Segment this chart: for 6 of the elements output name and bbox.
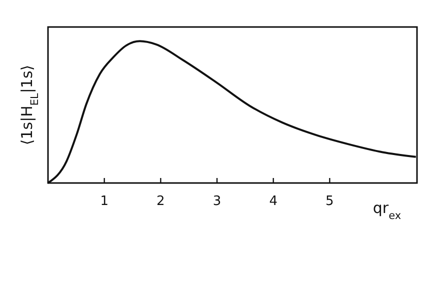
x-tick-label: 4 bbox=[269, 194, 278, 209]
x-tick-label: 5 bbox=[326, 194, 334, 209]
x-tick-label: 1 bbox=[100, 194, 108, 209]
x-axis-title: qr$_{ex}$ bbox=[372, 199, 402, 222]
x-tick-label: 3 bbox=[212, 194, 222, 209]
x-tick-label: 2 bbox=[156, 194, 165, 209]
